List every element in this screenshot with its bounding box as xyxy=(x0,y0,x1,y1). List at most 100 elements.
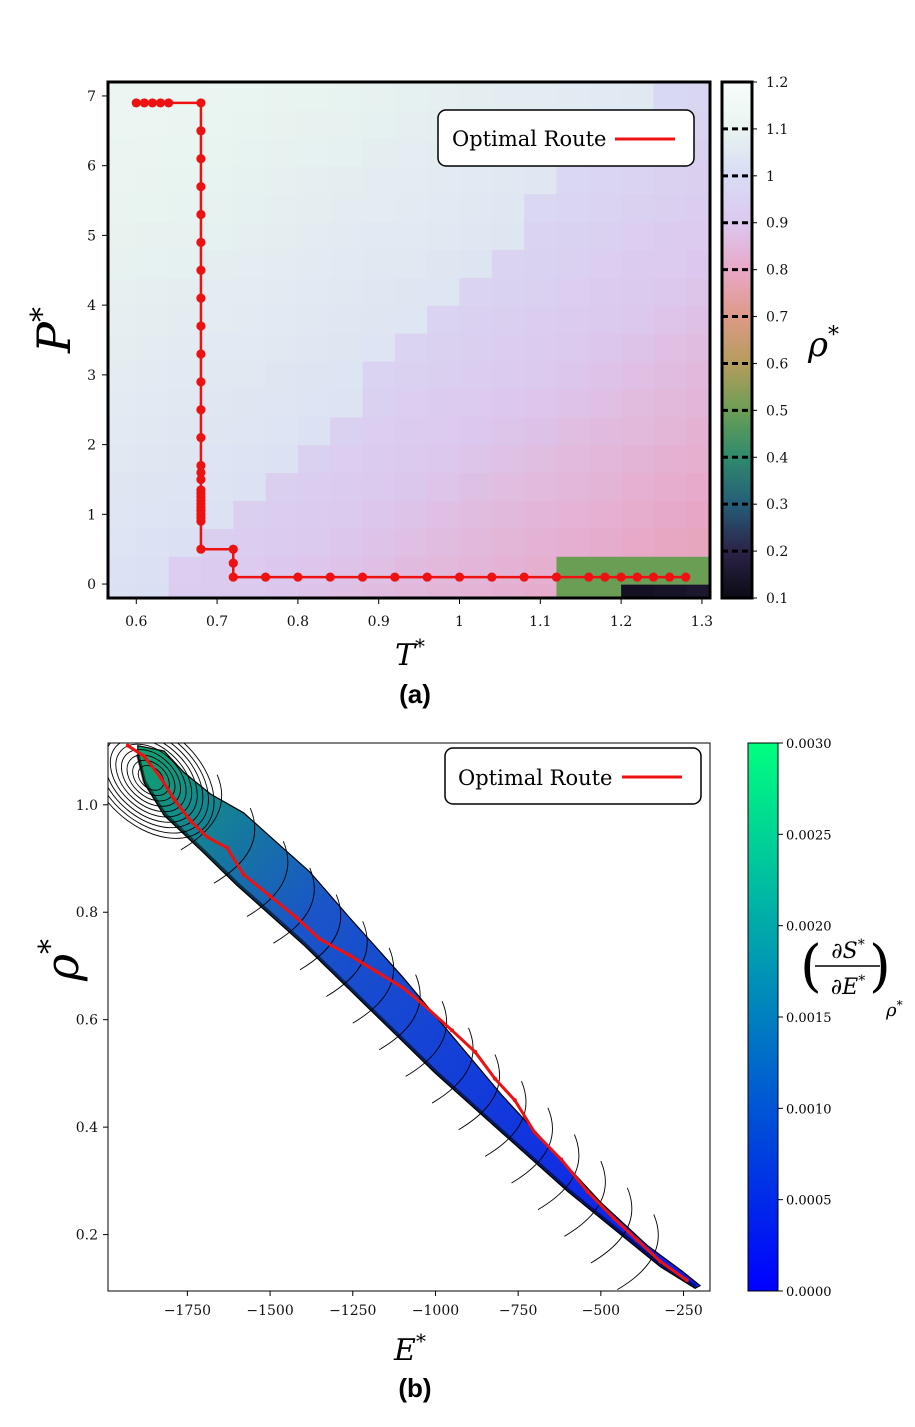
route-point-b xyxy=(612,1216,617,1221)
route-point-a xyxy=(422,572,432,582)
heatmap-cell xyxy=(459,360,493,390)
heatmap-cell xyxy=(524,584,558,598)
heatmap-cell xyxy=(427,360,461,390)
heatmap-cell xyxy=(265,584,299,598)
heatmap-cell xyxy=(136,82,170,83)
x-tick-label-a: 1 xyxy=(455,614,464,630)
route-point-a xyxy=(196,321,206,331)
contour-lines xyxy=(108,743,697,1290)
heatmap-cell xyxy=(136,388,170,418)
heatmap-cell xyxy=(394,193,428,223)
heatmap-cell xyxy=(524,277,558,306)
heatmap-cell xyxy=(108,193,137,223)
heatmap-cell xyxy=(330,165,364,195)
route-point-a xyxy=(616,572,626,582)
heatmap-cell xyxy=(394,109,428,139)
heatmap-cell xyxy=(621,82,655,83)
route-point-a xyxy=(648,572,659,582)
heatmap-cell xyxy=(459,416,493,446)
contour-edge xyxy=(142,780,166,815)
heatmap-cell xyxy=(108,444,137,474)
heatmap-cell xyxy=(265,249,299,278)
heatmap-cell xyxy=(108,249,137,278)
field-region xyxy=(137,744,702,1289)
route-point-a xyxy=(228,572,238,582)
heatmap-cell xyxy=(394,360,428,390)
heatmap-cell xyxy=(136,249,170,278)
heatmap-cell xyxy=(233,165,267,195)
heatmap-cell xyxy=(459,221,493,250)
colorbar-tick-label-a: 0.4 xyxy=(766,450,788,466)
heatmap-cell xyxy=(685,416,710,446)
heatmap-cell xyxy=(524,416,558,446)
heatmap-cell xyxy=(200,500,234,529)
heatmap-cell xyxy=(168,193,202,223)
x-tick-label-b: −1250 xyxy=(329,1303,376,1319)
colorbar-label-b-open-paren: ( xyxy=(800,934,822,999)
heatmap-cell xyxy=(459,500,493,529)
heatmap-cell xyxy=(524,305,558,334)
heatmap-cell xyxy=(491,333,525,362)
colorbar-gradient-a xyxy=(722,82,752,598)
heatmap-cell xyxy=(685,333,710,362)
heatmap-cell xyxy=(524,556,558,585)
heatmap-cell xyxy=(653,82,687,111)
heatmap-cell xyxy=(524,82,558,83)
heatmap-cell xyxy=(653,82,687,83)
heatmap-cell xyxy=(136,277,170,306)
heatmap-cell xyxy=(362,584,396,598)
route-point-b xyxy=(473,1049,478,1054)
heatmap-cell xyxy=(491,472,525,501)
heatmap-cell xyxy=(588,165,622,195)
heatmap-cell xyxy=(265,333,299,362)
heatmap-cell xyxy=(297,221,331,250)
heatmap-cell xyxy=(265,388,299,418)
heatmap-cell xyxy=(297,137,331,167)
heatmap-cell xyxy=(394,82,428,111)
route-point-b xyxy=(125,743,130,748)
heatmap-cell xyxy=(200,193,234,223)
heatmap-cell xyxy=(200,137,234,167)
heatmap-cell xyxy=(524,444,558,474)
colorbar-label-b-denominator: ∂E* xyxy=(831,973,865,1000)
x-tick-label-b: −250 xyxy=(664,1303,702,1319)
heatmap-cell xyxy=(233,137,267,167)
route-point-b xyxy=(450,1028,454,1033)
heatmap-cell xyxy=(491,305,525,334)
heatmap-cell xyxy=(653,388,687,418)
heatmap-cell xyxy=(200,584,234,598)
route-point-b xyxy=(347,953,352,958)
heatmap-cell xyxy=(233,444,267,474)
heatmap-cell xyxy=(297,277,331,306)
heatmap-cell xyxy=(427,82,461,111)
route-point-a xyxy=(196,237,206,247)
heatmap-cell xyxy=(265,528,299,557)
route-point-b xyxy=(400,985,405,990)
heatmap-cell xyxy=(588,221,622,250)
route-point-b xyxy=(420,1001,425,1006)
y-tick-label-a: 5 xyxy=(87,228,96,244)
heatmap-cell xyxy=(556,472,590,501)
heatmap-cell xyxy=(297,249,331,278)
y-tick-label-b: 0.2 xyxy=(76,1228,98,1244)
y-tick-label-a: 6 xyxy=(87,159,96,175)
heatmap-cell xyxy=(136,556,170,585)
svg-text:P*: P* xyxy=(25,307,81,354)
heatmap-cell xyxy=(588,416,622,446)
heatmap-cell xyxy=(362,528,396,557)
heatmap-cell xyxy=(653,416,687,446)
heatmap-cell xyxy=(330,388,364,418)
x-tick-label-a: 0.9 xyxy=(368,614,390,630)
contour-edge xyxy=(368,1005,437,1073)
heatmap-cell xyxy=(394,82,428,83)
heatmap-cell xyxy=(297,165,331,195)
heatmap-cell xyxy=(136,193,170,223)
heatmap-cell xyxy=(233,584,267,598)
plot-frame-a xyxy=(106,80,712,600)
heatmap-cell xyxy=(556,388,590,418)
heatmap-cell xyxy=(330,333,364,362)
heatmap-cell xyxy=(588,82,622,83)
contour-arc xyxy=(246,841,289,917)
contour-edge xyxy=(500,1129,569,1191)
heatmap-cell xyxy=(588,528,622,557)
